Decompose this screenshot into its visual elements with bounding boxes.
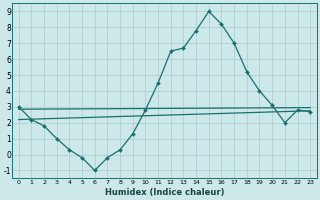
X-axis label: Humidex (Indice chaleur): Humidex (Indice chaleur)	[105, 188, 224, 197]
